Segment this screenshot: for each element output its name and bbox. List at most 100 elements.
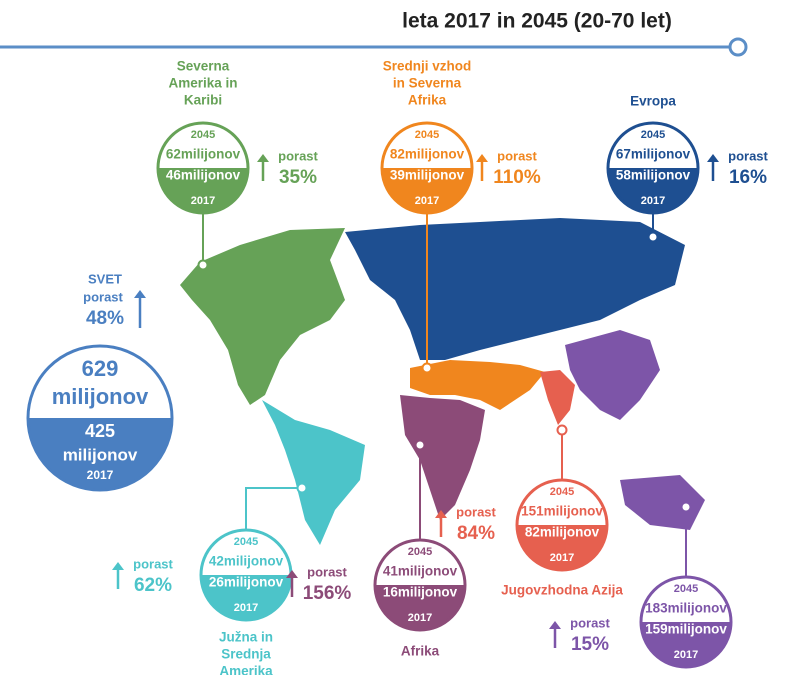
year-2045: 2045 — [234, 536, 258, 548]
growth-value: 16% — [729, 167, 767, 188]
region-name: Severna — [177, 59, 230, 74]
year-2045: 2045 — [191, 129, 215, 141]
growth-label: porast — [83, 289, 123, 304]
map-mena — [410, 360, 545, 410]
growth-arrow-head — [112, 562, 124, 570]
region-name: Afrika — [401, 644, 440, 659]
map-africa — [400, 395, 485, 520]
region-circle-lower — [158, 168, 248, 213]
map-europe — [345, 218, 685, 360]
world-map — [180, 218, 705, 545]
growth-arrow-head — [476, 154, 488, 162]
region-name: Južna in — [219, 630, 273, 645]
leader-dot — [556, 424, 568, 436]
growth-value: 110% — [493, 167, 541, 188]
map-south-america — [262, 400, 365, 545]
year-2017: 2017 — [408, 612, 432, 624]
region-circle-border — [380, 121, 474, 215]
leader-dot — [197, 259, 209, 271]
growth-value: 48% — [86, 308, 124, 329]
region-circle-lower — [382, 168, 472, 213]
year-2017: 2017 — [550, 552, 574, 564]
growth-label: porast — [278, 148, 318, 163]
map-north-america — [180, 228, 345, 405]
region-name: Jugovzhodna Azija — [501, 583, 623, 598]
growth-arrow-head — [435, 510, 447, 518]
region-name: Amerika in — [168, 76, 237, 91]
region-circle-lower — [608, 168, 698, 213]
value-2017: 26milijonov — [209, 575, 284, 590]
title: leta 2017 in 2045 (20-70 let) — [402, 10, 672, 33]
region-circle-lower — [28, 418, 172, 490]
growth-value: 35% — [279, 167, 317, 188]
growth-arrow-head — [549, 621, 561, 629]
region-circle-border — [515, 478, 609, 572]
region-name: Karibi — [184, 93, 222, 108]
year-2045: 2045 — [408, 546, 432, 558]
world-2017-number: 425 — [85, 421, 115, 441]
region-circle-lower — [375, 585, 465, 630]
growth-value: 156% — [303, 583, 352, 604]
region-circle-lower — [201, 575, 291, 620]
year-2045: 2045 — [550, 486, 574, 498]
year-2017: 2017 — [674, 649, 698, 661]
value-2017: 159milijonov — [645, 622, 727, 637]
growth-value: 62% — [134, 575, 172, 596]
region-circle-border — [639, 575, 733, 669]
region-name: Amerika — [219, 664, 273, 675]
region-name: Evropa — [630, 94, 676, 109]
value-2017: 58milijonov — [616, 168, 691, 183]
growth-label: porast — [570, 615, 610, 630]
growth-label: porast — [133, 556, 173, 571]
leader-dot — [647, 231, 659, 243]
growth-value: 15% — [571, 634, 609, 655]
growth-label: porast — [456, 504, 496, 519]
value-2045: 41milijonov — [383, 564, 458, 579]
world-name: SVET — [88, 271, 122, 286]
value-2017: 39milijonov — [390, 168, 465, 183]
growth-arrow-head — [257, 154, 269, 162]
region-circle-border — [156, 121, 250, 215]
leader-dot — [296, 482, 308, 494]
leader-dot — [680, 501, 692, 513]
map-south-asia — [540, 370, 575, 425]
world-year-2017: 2017 — [87, 468, 114, 482]
year-2017: 2017 — [191, 195, 215, 207]
growth-value: 84% — [457, 523, 495, 544]
value-2045: 62milijonov — [166, 147, 241, 162]
growth-label: porast — [307, 564, 347, 579]
header-rule-end — [728, 37, 748, 57]
region-name: Afrika — [408, 93, 447, 108]
world-2045-unit: milijonov — [52, 384, 149, 409]
value-2045: 151milijonov — [521, 504, 603, 519]
world-2045-number: 629 — [82, 356, 119, 381]
value-2045: 183milijonov — [645, 601, 727, 616]
map-asia-pacific — [565, 330, 705, 530]
region-name: Srednja — [221, 647, 271, 662]
year-2045: 2045 — [641, 129, 665, 141]
year-2045: 2045 — [674, 583, 698, 595]
region-name: in Severna — [393, 76, 462, 91]
growth-label: porast — [728, 148, 768, 163]
year-2017: 2017 — [234, 602, 258, 614]
region-circle-lower — [517, 525, 607, 570]
region-circle-border — [26, 344, 174, 492]
value-2017: 46milijonov — [166, 168, 241, 183]
year-2017: 2017 — [641, 195, 665, 207]
growth-label: porast — [497, 148, 537, 163]
region-circle-lower — [641, 622, 731, 667]
region-circle-border — [606, 121, 700, 215]
value-2045: 42milijonov — [209, 554, 284, 569]
growth-arrow-head — [134, 290, 146, 298]
year-2017: 2017 — [415, 195, 439, 207]
value-2017: 16milijonov — [383, 585, 458, 600]
leader-dot — [414, 439, 426, 451]
growth-arrow-head — [707, 154, 719, 162]
year-2045: 2045 — [415, 129, 439, 141]
region-circle-border — [373, 538, 467, 632]
value-2045: 67milijonov — [616, 147, 691, 162]
region-name: Srednji vzhod — [383, 59, 472, 74]
growth-arrow-head — [286, 570, 298, 578]
world-2017-unit: milijonov — [63, 445, 138, 464]
